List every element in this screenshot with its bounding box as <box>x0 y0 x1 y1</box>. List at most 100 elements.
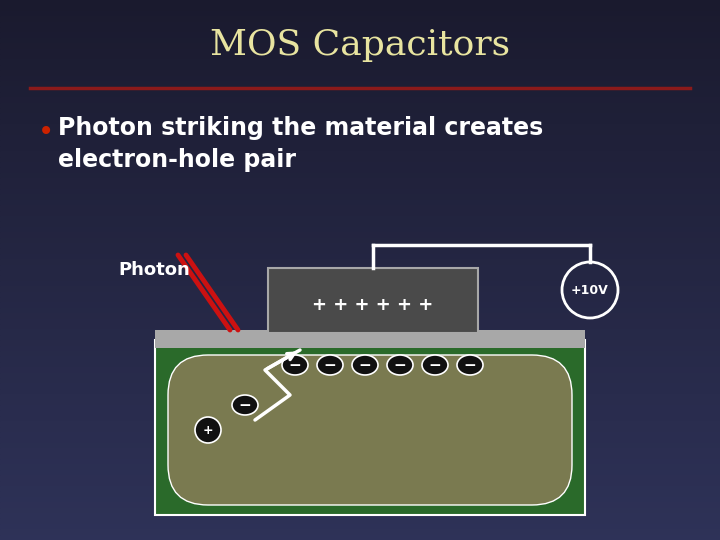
Bar <box>0 189 720 194</box>
Bar <box>0 367 720 373</box>
Bar <box>0 383 720 389</box>
Bar <box>0 130 720 135</box>
Bar <box>0 76 720 81</box>
Bar <box>0 32 720 38</box>
Ellipse shape <box>282 355 308 375</box>
Bar <box>0 248 720 254</box>
Bar <box>0 356 720 362</box>
Text: Photon striking the material creates: Photon striking the material creates <box>58 116 544 140</box>
Bar <box>0 346 720 351</box>
Bar <box>0 421 720 427</box>
Bar <box>0 103 720 108</box>
Bar <box>0 535 720 540</box>
Bar <box>0 146 720 151</box>
Bar <box>0 211 720 216</box>
Bar <box>0 167 720 173</box>
Bar <box>0 292 720 297</box>
Bar <box>0 5 720 11</box>
Bar <box>0 216 720 221</box>
Bar <box>0 410 720 416</box>
Bar <box>0 297 720 302</box>
Bar <box>155 340 585 515</box>
Bar <box>0 270 720 275</box>
Bar <box>0 0 720 5</box>
Bar <box>0 491 720 497</box>
Bar <box>0 221 720 227</box>
Bar <box>0 470 720 475</box>
Circle shape <box>195 417 221 443</box>
Text: MOS Capacitors: MOS Capacitors <box>210 28 510 62</box>
Bar <box>0 65 720 70</box>
Bar <box>0 178 720 184</box>
Ellipse shape <box>422 355 448 375</box>
Bar <box>0 275 720 281</box>
Bar <box>0 200 720 205</box>
Bar <box>0 508 720 513</box>
Text: −: − <box>289 357 302 373</box>
Bar <box>0 443 720 448</box>
Bar <box>0 22 720 27</box>
Bar <box>0 27 720 32</box>
Text: •: • <box>38 118 54 146</box>
Text: electron-hole pair: electron-hole pair <box>58 148 296 172</box>
Bar <box>0 113 720 119</box>
Bar <box>0 513 720 518</box>
Bar <box>0 151 720 157</box>
Bar <box>0 43 720 49</box>
Bar <box>0 400 720 405</box>
Bar <box>0 97 720 103</box>
Text: Photon: Photon <box>118 261 190 279</box>
FancyBboxPatch shape <box>168 355 572 505</box>
Bar <box>0 340 720 346</box>
Bar <box>0 11 720 16</box>
Bar <box>0 184 720 189</box>
Text: −: − <box>464 357 477 373</box>
Text: −: − <box>359 357 372 373</box>
Bar <box>0 497 720 502</box>
Ellipse shape <box>457 355 483 375</box>
Bar <box>0 173 720 178</box>
Bar <box>0 135 720 140</box>
Bar <box>0 92 720 97</box>
Text: + + + + + +: + + + + + + <box>312 295 433 314</box>
Bar <box>0 227 720 232</box>
Text: −: − <box>238 397 251 413</box>
Text: +10V: +10V <box>571 284 609 296</box>
Ellipse shape <box>232 395 258 415</box>
Text: −: − <box>323 357 336 373</box>
Bar <box>0 324 720 329</box>
Bar <box>0 313 720 319</box>
Bar <box>0 427 720 432</box>
Bar <box>0 529 720 535</box>
Bar <box>0 54 720 59</box>
Bar <box>0 286 720 292</box>
Bar <box>0 205 720 211</box>
Bar <box>0 81 720 86</box>
Bar <box>0 464 720 470</box>
Bar <box>0 302 720 308</box>
Bar <box>0 140 720 146</box>
Bar <box>0 329 720 335</box>
Bar <box>0 486 720 491</box>
Bar <box>268 268 478 333</box>
Bar <box>0 416 720 421</box>
Bar <box>0 518 720 524</box>
Bar <box>0 389 720 394</box>
Bar <box>0 70 720 76</box>
Bar <box>0 394 720 400</box>
Bar <box>0 432 720 437</box>
Bar <box>0 124 720 130</box>
Bar <box>0 162 720 167</box>
Bar <box>0 481 720 486</box>
Bar <box>0 351 720 356</box>
Ellipse shape <box>352 355 378 375</box>
Bar <box>0 259 720 265</box>
Bar <box>0 59 720 65</box>
Bar <box>0 373 720 378</box>
Bar <box>0 254 720 259</box>
Bar <box>0 16 720 22</box>
Bar <box>0 157 720 162</box>
Text: −: − <box>394 357 406 373</box>
Bar <box>155 330 585 348</box>
Bar <box>0 319 720 324</box>
